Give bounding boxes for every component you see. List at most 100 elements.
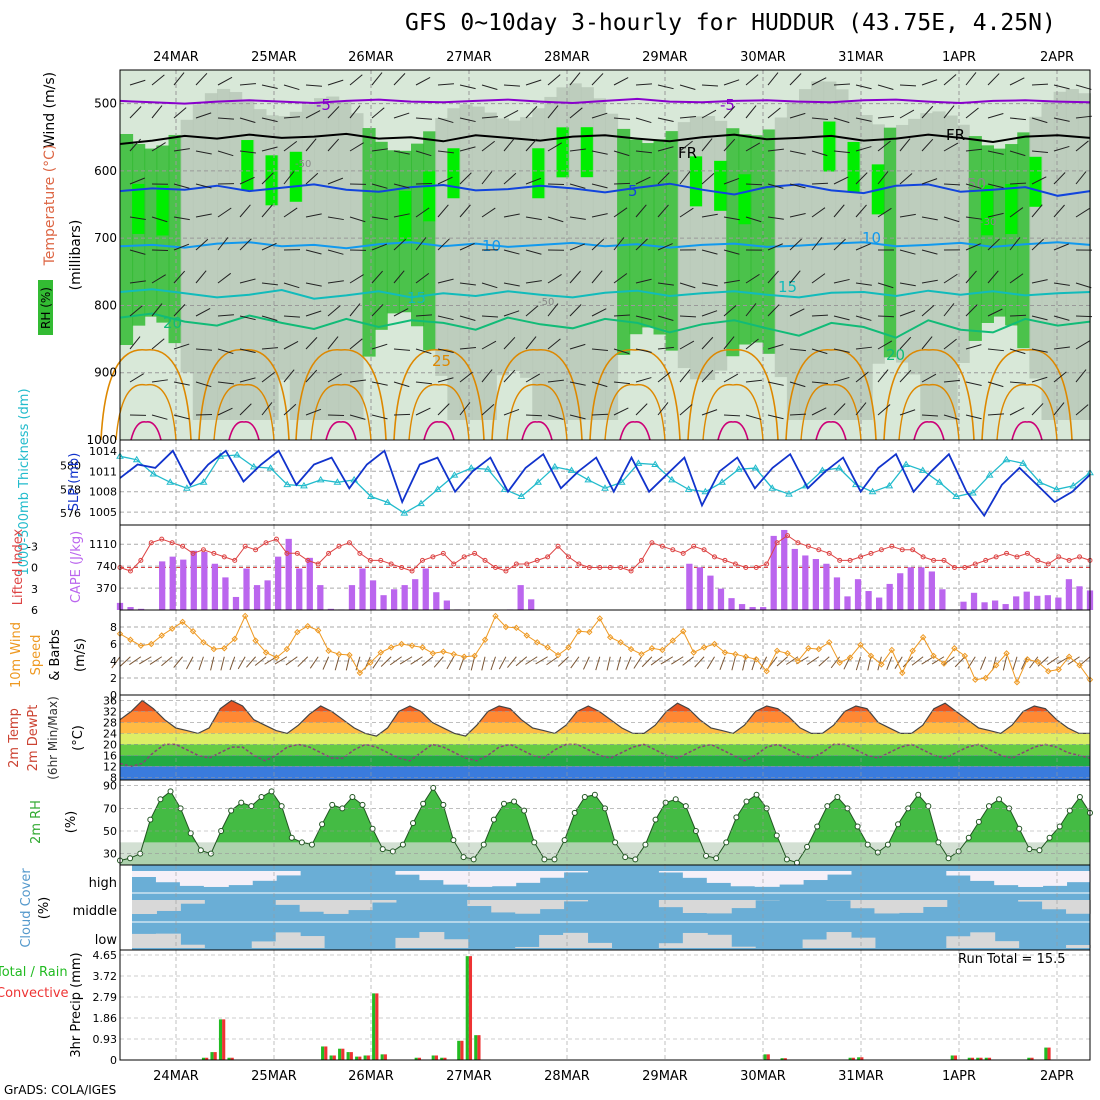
rh2m-marker [622,854,629,861]
wind-barb [987,73,1000,86]
wind-barb [371,216,388,220]
wind-barb [811,381,828,384]
wind10m-marker [951,645,958,652]
wind10m-marker [763,667,770,675]
wind10m-marker [940,660,948,667]
wind-barb [899,249,916,255]
wind-barb [569,343,586,350]
rh2m-marker [874,849,881,856]
wind-barb-10m [161,656,173,667]
precip-total-bar [1027,1057,1031,1060]
cape-bar [137,608,145,610]
thickness-marker [484,465,492,472]
hot-contour [619,421,651,441]
rh2m-marker [682,803,689,810]
rh-cell [229,92,243,420]
cape-bar [918,567,925,610]
wind-barb [591,183,608,189]
contour-label: 10 [862,229,881,247]
rh2m-marker [733,814,740,821]
wind-barb [437,204,449,218]
wind-barb [305,172,319,185]
rh2m-marker [288,834,295,841]
rh2m-marker [975,818,982,825]
wind-barb [965,148,982,152]
rh-cell [204,93,218,420]
wind-barb [195,348,212,351]
wind-barb [613,314,631,317]
wind-barb [1009,407,1025,416]
wind10m-marker [273,654,280,661]
date-label-top: 24MAR [153,50,199,65]
wind-barb-10m [1002,656,1008,671]
wind-barb-10m [731,656,736,671]
cape-bar [243,568,250,610]
wind-barb [217,117,234,120]
wind-barb [305,110,321,119]
wind-barb [767,304,780,317]
wind-barb [173,243,190,251]
wind-barb [987,381,1004,388]
wind-barb [855,346,872,350]
wind-barb [657,117,674,122]
precip-total-bar [372,993,376,1060]
wind-barb [349,414,366,420]
wind-barb [261,242,277,251]
wind10m-marker [502,623,510,631]
rh2m-marker [713,855,720,862]
wind-barb [239,117,256,124]
wind-barb [833,117,850,124]
wind-barb [943,338,957,350]
y-tick-temp: 20 [103,738,117,751]
y-tick-precip: 0 [110,1054,117,1067]
wind10m-marker [440,648,447,655]
cape-bar [686,563,693,610]
warm-contour [996,383,1058,441]
rh2m-marker [379,846,386,853]
wind-barb [701,84,718,87]
lifted-index-marker [868,550,874,556]
y-tick-label: 600 [94,164,117,178]
wind-barb-10m [911,656,924,666]
wind-barb [591,112,608,119]
wind-barb [393,348,410,351]
wind-barb [459,371,473,383]
wind-barb [613,348,630,355]
wind-barb [393,413,411,416]
date-label-top: 26MAR [348,50,394,65]
cloud-mid-cell [467,900,493,907]
wind-barb [525,216,542,221]
temp2m-line [119,699,1090,737]
wind-barb [327,280,344,284]
contour-label: FR [946,126,965,144]
wind10m-marker [575,628,583,635]
wind-barb [811,117,828,120]
lifted-index-marker [764,561,770,567]
y-label-t2m-a: 2m Temp [7,708,22,768]
wind-barb [987,113,1004,119]
wind-barb [965,304,978,317]
thickness-line [119,454,1091,514]
cape-bar [433,592,440,610]
wind10m-marker [1024,656,1031,663]
wind-barb [877,207,892,218]
wind-barb [833,238,846,251]
wind-barb [283,84,300,91]
y-label-precip: 3hr Precip (mm) [69,952,84,1057]
wind10m-marker [450,650,457,658]
wind-barb [173,381,190,386]
rh-cell [483,112,497,421]
cape-bar [211,563,219,610]
wind-barb [239,315,256,321]
rh2m-marker [278,803,285,810]
rh2m-marker [410,820,417,827]
thickness-marker [701,487,710,495]
wind-barb [899,336,912,350]
wind-barb [283,207,298,218]
lifted-index-marker [1066,557,1072,563]
wind-barb [613,237,625,251]
wind-barb [1075,369,1087,383]
precip-conv-bar [1030,1057,1034,1060]
y-tick-rh: 30 [103,848,117,861]
wind-barb-10m [894,656,903,669]
